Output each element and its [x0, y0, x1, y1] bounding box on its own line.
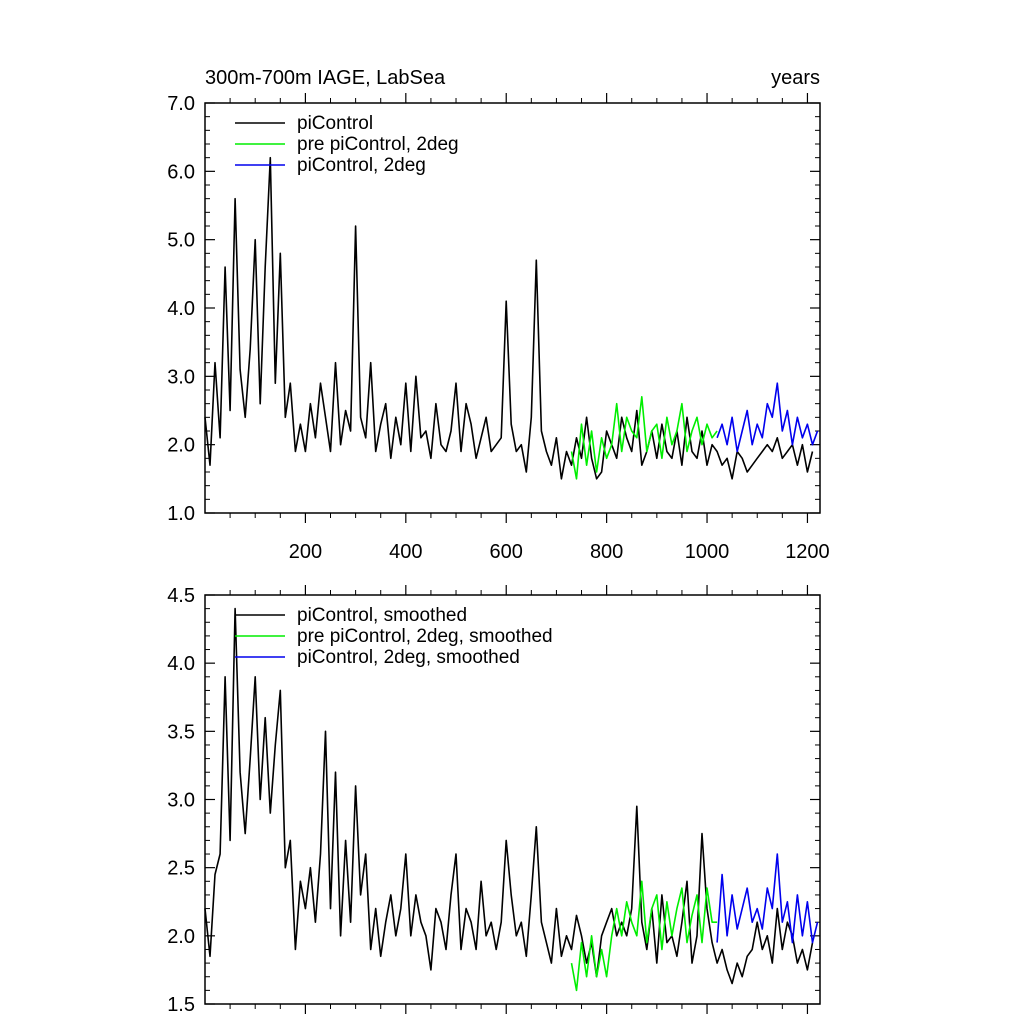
top-panel: 300m-700m IAGE, LabSea years 1.0 2.0 3.0 4.…: [167, 67, 830, 563]
y-tick-label: 2.0: [167, 926, 195, 948]
bottom-plot-frame: [204, 594, 821, 1005]
bottom-panel: 1.5 2.0 2.5 3.0 3.5 4.0 4.5 piControl, smoothe…: [167, 585, 821, 1016]
series-line-black: [204, 607, 814, 985]
series-line-black: [204, 156, 814, 480]
y-tick-label: 6.0: [167, 161, 195, 183]
x-tick-label: 1200: [785, 541, 830, 563]
y-tick-label: 2.0: [167, 435, 195, 457]
y-tick-label: 4.0: [167, 298, 195, 320]
y-tick-label: 1.0: [167, 503, 195, 525]
y-tick-label: 2.5: [167, 858, 195, 880]
top-plot-frame: [204, 102, 821, 514]
legend-label: piControl, smoothed: [297, 605, 467, 626]
series-line-blue: [716, 382, 819, 453]
y-tick-label: 3.0: [167, 366, 195, 388]
top-panel-left-title: 300m-700m IAGE, LabSea: [205, 67, 446, 89]
x-tick-label: 200: [289, 541, 322, 563]
y-tick-label: 3.5: [167, 721, 195, 743]
y-tick-label: 4.5: [167, 585, 195, 607]
series-line-blue: [716, 853, 819, 944]
series-line-green: [570, 395, 718, 480]
legend-label: piControl, 2deg, smoothed: [297, 647, 520, 668]
series-line-green: [570, 880, 718, 992]
legend-label: pre piControl, 2deg: [297, 134, 459, 155]
x-tick-label: 600: [490, 541, 523, 563]
x-tick-label: 400: [389, 541, 422, 563]
y-tick-label: 1.5: [167, 994, 195, 1016]
bottom-series-lines: [204, 607, 819, 992]
y-tick-label: 3.0: [167, 790, 195, 812]
legend-label: piControl: [297, 113, 373, 134]
y-tick-label: 4.0: [167, 653, 195, 675]
legend-label: piControl, 2deg: [297, 155, 426, 176]
y-tick-label: 7.0: [167, 93, 195, 115]
x-tick-label: 1000: [685, 541, 730, 563]
x-tick-label: 800: [590, 541, 623, 563]
top-series-lines: [204, 156, 819, 480]
y-tick-label: 5.0: [167, 230, 195, 252]
top-axes: 1.0 2.0 3.0 4.0 5.0 6.0 7.0 200 400 600 800 1000 120…: [167, 93, 830, 563]
legend-label: pre piControl, 2deg, smoothed: [297, 626, 553, 647]
top-panel-right-title: years: [771, 67, 820, 89]
